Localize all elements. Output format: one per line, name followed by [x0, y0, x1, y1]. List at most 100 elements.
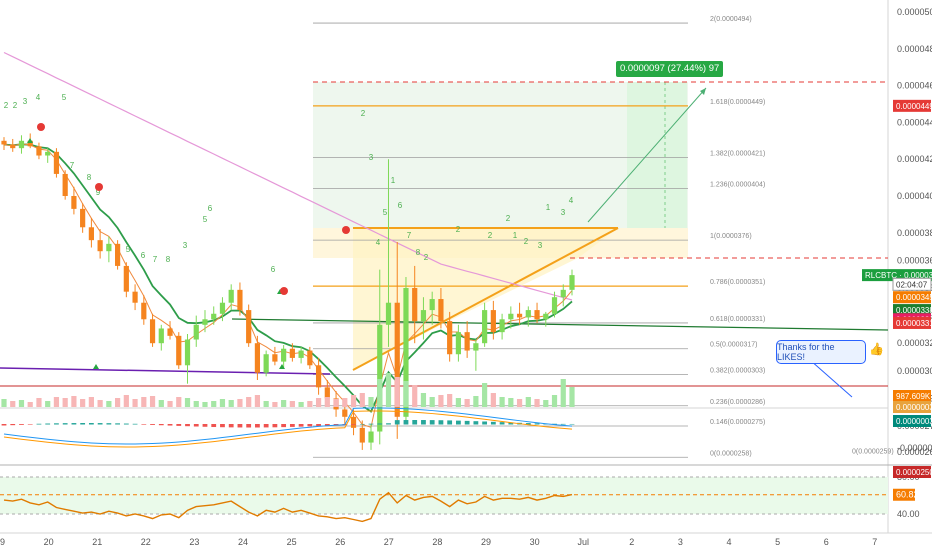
price-tick-label: 0.0000320 — [897, 338, 932, 348]
macd-histogram-bar — [158, 424, 164, 426]
volume-bar — [473, 396, 479, 407]
macd-histogram-bar — [228, 424, 234, 428]
macd-histogram-bar — [54, 423, 59, 425]
moving-averages — [3, 51, 573, 428]
macd-histogram-bar — [403, 420, 409, 425]
volume-bar — [228, 400, 234, 407]
macd-histogram-bar — [438, 420, 444, 425]
candle-body — [106, 243, 112, 252]
macd-histogram-bar — [490, 421, 496, 425]
candle-body — [359, 427, 365, 443]
volume-bar — [342, 398, 348, 407]
macd-histogram-bar — [456, 420, 461, 425]
macd-histogram-bar — [88, 423, 94, 425]
candle-body — [167, 328, 173, 336]
candle-body — [97, 240, 103, 252]
candle-body — [569, 275, 575, 290]
sequence-counter: 2 — [506, 214, 511, 223]
sequence-counter: 4 — [36, 93, 41, 102]
price-tick-label: 0.0000500 — [897, 7, 932, 17]
fib-level-label: 2(0.0000494) — [710, 16, 752, 23]
macd-histogram-bar — [324, 424, 330, 426]
fib-level-label: 1.382(0.0000421) — [710, 150, 765, 157]
candle-body — [1, 140, 7, 145]
macd-histogram-bar — [220, 424, 225, 428]
sequence-counter: 3 — [23, 97, 28, 106]
macd-histogram-bar — [508, 422, 514, 425]
volume-arrow-marker — [279, 364, 285, 369]
macd-histogram-bar — [377, 423, 383, 425]
macd-histogram-bar — [185, 424, 190, 427]
price-tag-text: 0.0000331 — [896, 319, 932, 328]
target-projection-box — [627, 82, 687, 228]
candle-body — [237, 289, 243, 311]
volume-bar — [464, 399, 470, 407]
volume-bar — [289, 401, 295, 407]
volume-bar — [158, 400, 164, 407]
candle-body — [429, 299, 435, 311]
green-horizontal-trendline — [231, 318, 889, 331]
price-tag-text: 02:04:07 — [896, 280, 928, 289]
candle-body — [482, 310, 488, 344]
buy-arrow-marker — [27, 138, 33, 143]
candle-body — [368, 431, 374, 443]
volume-bar — [71, 396, 77, 407]
macd-histogram-bar — [132, 423, 138, 425]
macd-histogram-bar — [316, 424, 321, 427]
candle-body — [377, 324, 383, 432]
thumbs-up-icon[interactable]: 👍 — [869, 342, 884, 356]
price-tick-label: 0.0000380 — [897, 228, 932, 238]
macd-histogram-bar — [569, 423, 575, 425]
price-tag-bg — [893, 316, 931, 329]
price-tick-label: 0.0000440 — [897, 117, 932, 127]
candle-body — [272, 354, 278, 362]
candle-body — [132, 291, 138, 303]
volume-bar — [123, 395, 129, 407]
macd-histogram-bar — [27, 424, 33, 425]
macd-histogram-bar — [71, 423, 77, 425]
volume-bars — [1, 373, 575, 407]
volume-bar — [429, 397, 435, 407]
volume-bar — [534, 399, 540, 407]
price-tag-text: RLCBTC · 0.0000357 — [865, 271, 932, 280]
macd-histogram-bar — [307, 424, 313, 427]
macd-histogram-bar — [141, 424, 147, 425]
time-tick-label: 23 — [189, 537, 199, 547]
volume-bar — [88, 397, 94, 407]
candle-body — [508, 313, 514, 320]
candle-body — [246, 310, 252, 344]
likes-callout: Thanks for the LIKES! — [776, 340, 866, 364]
price-tag: 0.0000345 — [893, 291, 932, 304]
macd-histogram-bar — [167, 424, 173, 426]
candle-body — [80, 208, 86, 228]
volume-bar — [281, 400, 287, 407]
price-tick-label: 0.0000400 — [897, 191, 932, 201]
macd-histogram-bar — [237, 424, 243, 428]
volume-bar — [403, 381, 409, 407]
sequence-counter: 6 — [208, 204, 213, 213]
sequence-counter: 3 — [561, 208, 566, 217]
sequence-counter: 8 — [166, 255, 171, 264]
sequence-counter: 2 — [424, 253, 429, 262]
volume-bar — [569, 387, 575, 407]
macd-pane — [1, 407, 575, 448]
macd-histogram-bar — [298, 424, 304, 427]
macd-histogram-bar — [272, 424, 278, 428]
candle-body — [534, 310, 540, 320]
volume-bar — [455, 398, 461, 407]
candle-body — [420, 310, 427, 322]
volume-bar — [141, 397, 147, 407]
macd-histogram-bar — [534, 423, 540, 425]
price-tick-label: 0.0000305 — [897, 366, 932, 376]
volume-bar — [525, 397, 531, 407]
fib-level-label: 0(0.0000258) — [710, 450, 752, 457]
volume-bar — [219, 399, 226, 407]
macd-histogram-bar — [123, 423, 129, 425]
macd-histogram-bar — [421, 420, 426, 425]
time-axis: 192021222324252627282930Jul234567 — [0, 537, 877, 547]
candle-body — [53, 151, 60, 174]
volume-bar — [97, 400, 103, 407]
volume-arrow-marker — [93, 364, 99, 369]
volume-bar — [324, 397, 330, 407]
macd-histogram-bar — [36, 423, 42, 425]
